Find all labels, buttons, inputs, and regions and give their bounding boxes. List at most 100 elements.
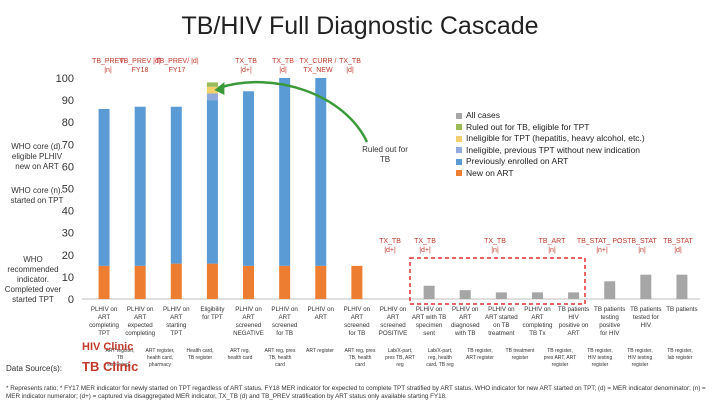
bar-segment: [134, 265, 146, 299]
top-indicator-label: TB_PREV |n|: [92, 58, 124, 74]
bar-segment: [170, 106, 182, 264]
category-label: Eligibility for TPT: [200, 306, 225, 321]
bar-segment: [279, 78, 291, 266]
who-recommended-note: WHO recommended indicator. Completed ove…: [4, 255, 62, 304]
mid-indicator-label: TB_ART |n|: [539, 238, 566, 254]
y-tick-label: 80: [62, 117, 74, 129]
bar-segment: [243, 91, 255, 266]
category-label: TB patients HIV positive on ART: [558, 306, 589, 337]
mid-indicator-label: TB_STAT_ POS |n+|: [577, 238, 628, 254]
bar-segment: [604, 281, 616, 299]
who-core-d-note: WHO core (d). eligible PLHIV new on ART: [11, 142, 63, 171]
top-indicator-label: TB_PREV/ |d| FY17: [155, 58, 199, 74]
legend-label: Ineligible, previous TPT without new ind…: [466, 144, 641, 155]
data-source-label: ART reg, pres TB, health card: [265, 348, 296, 368]
bar-segment: [98, 265, 110, 299]
data-sources-label: Data Source(s):: [6, 364, 63, 373]
bar-segment: [676, 274, 688, 299]
category-label: PLHIV on ART completing TB Tx: [523, 306, 553, 337]
category-label: PLHIV on ART screened POSITIVE: [379, 306, 408, 337]
mid-indicator-label: TB_STAT |d|: [663, 238, 693, 254]
y-tick-label: 30: [62, 228, 74, 240]
legend-swatch: [456, 112, 462, 119]
legend-item: Previously enrolled on ART: [456, 156, 645, 168]
top-indicator-label: TB_PREV |d| FY18: [119, 58, 161, 74]
data-source-label: ART reg, health card: [228, 348, 253, 361]
legend-item: Ineligible, previous TPT without new ind…: [456, 145, 645, 157]
bar-segment: [459, 290, 471, 299]
data-source-label: ART register, TB screening...: [106, 348, 135, 368]
who-core-n-note: WHO core (n). started on TPT: [10, 186, 64, 205]
y-tick-label: 70: [62, 139, 74, 151]
legend-swatch: [456, 135, 462, 142]
data-source-label: Lab/X-part, pres TB, ART reg: [385, 348, 415, 368]
bar-segment: [568, 292, 580, 299]
legend-item: Ruled out for TB, eligible for TPT: [456, 122, 645, 134]
bar-segment: [315, 265, 327, 299]
green-arrow-head: [214, 82, 225, 95]
legend-swatch: [456, 124, 462, 131]
bar-segment: [351, 265, 363, 299]
category-label: PLHIV on ART starting TPT: [163, 306, 190, 337]
bar-segment: [206, 100, 218, 264]
bar-segment: [279, 265, 291, 299]
category-label: PLHIV on ART completing TPT: [89, 306, 119, 337]
category-label: PLHIV on ART with TB specimen sent: [412, 306, 446, 337]
legend-label: New on ART: [466, 167, 514, 178]
data-source-label: ART register: [306, 348, 334, 354]
bar-segment: [98, 108, 110, 266]
category-label: PLHIV on ART started on TB treatment: [485, 306, 518, 337]
mid-indicator-label: TX_TB |n|: [484, 238, 506, 254]
top-indicator-label: TX_CURR / TX_NEW: [300, 58, 337, 74]
data-source-label: TB register, HIV testing register: [627, 348, 653, 368]
legend-swatch: [456, 158, 462, 165]
y-tick-label: 60: [62, 161, 74, 173]
legend-label: Previously enrolled on ART: [466, 156, 569, 166]
top-indicator-label: TX_TB |d|: [339, 58, 361, 74]
y-tick-label: 40: [62, 206, 74, 218]
category-label: TB patients: [666, 306, 697, 313]
category-label: PLHIV on ART expected completing: [125, 306, 155, 337]
legend-swatch: [456, 170, 462, 177]
mid-indicator-label: TX_TB |d+|: [379, 238, 401, 254]
data-source-label: TB treatment register: [506, 348, 536, 361]
top-indicator-label: TX_TB |d|: [272, 58, 294, 74]
category-label: PLHIV on ART screened NEGATIVE: [233, 306, 264, 337]
tb-clinic-label: TB Clinic: [82, 359, 139, 374]
bar-segment: [315, 78, 327, 266]
highlight-box: [409, 257, 586, 305]
chart-title: TB/HIV Full Diagnostic Cascade: [181, 12, 539, 40]
data-source-label: TB register, HIV testing register: [587, 348, 613, 368]
bar-segment: [243, 265, 255, 299]
bar-segment: [423, 285, 435, 299]
bar-segment: [206, 86, 218, 94]
legend-item: Ineligible for TPT (hepatitis, heavy alc…: [456, 133, 645, 145]
data-source-label: Health card, TB register: [187, 348, 214, 361]
legend-item: New on ART: [456, 168, 645, 180]
data-source-label: TB register, ART register: [466, 348, 494, 361]
y-tick-label: 20: [62, 250, 74, 262]
category-label: TB patients testing positive for HIV: [594, 306, 625, 337]
mid-indicator-label: TX_TB |d+|: [414, 238, 436, 254]
chart-legend: All cases Ruled out for TB, eligible for …: [456, 110, 645, 179]
bar-segment: [170, 263, 182, 299]
bar-segment: [495, 292, 507, 299]
data-source-label: TB register, pres ART, ART register: [544, 348, 577, 368]
green-arrow: [218, 80, 369, 143]
category-label: PLHIV on ART diagnosed with TB: [451, 306, 480, 337]
legend-swatch: [456, 147, 462, 154]
data-source-label: Lab/X-part, reg, health card, TB reg: [426, 348, 454, 368]
category-label: PLHIV on ART: [308, 306, 335, 321]
legend-label: Ineligible for TPT (hepatitis, heavy alc…: [466, 133, 645, 143]
footnote: * Represents ratio; * FY17 MER indicator…: [6, 385, 706, 400]
y-tick-label: 0: [68, 294, 74, 306]
data-source-label: ART register, health card, pharmacy: [146, 348, 175, 368]
y-tick-label: 90: [62, 95, 74, 107]
bar-segment: [640, 274, 652, 299]
y-tick-label: 10: [62, 272, 74, 284]
legend-label: All cases: [466, 110, 501, 120]
bar-segment: [206, 93, 218, 101]
legend-item: All cases: [456, 110, 645, 122]
mid-indicator-label: TB_STAT |n|: [627, 238, 657, 254]
